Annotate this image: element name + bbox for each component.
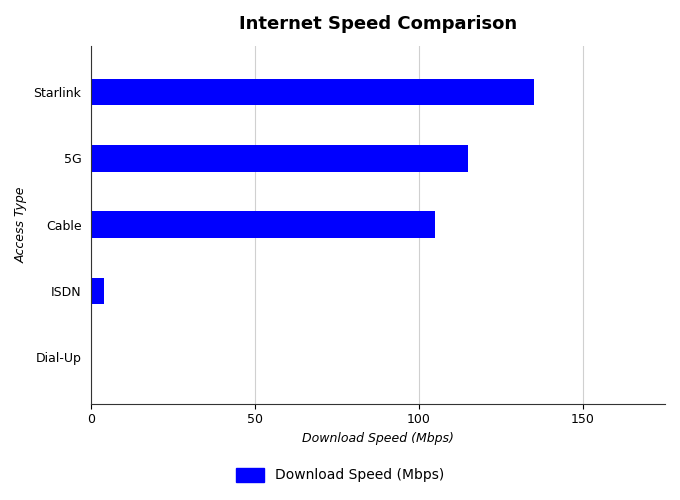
X-axis label: Download Speed (Mbps): Download Speed (Mbps) bbox=[302, 432, 454, 445]
Bar bbox=[91, 145, 469, 172]
Bar bbox=[91, 79, 534, 106]
Bar bbox=[91, 278, 104, 304]
Y-axis label: Access Type: Access Type bbox=[15, 186, 28, 263]
Title: Internet Speed Comparison: Internet Speed Comparison bbox=[239, 15, 517, 33]
Bar bbox=[91, 212, 435, 238]
Legend: Download Speed (Mbps): Download Speed (Mbps) bbox=[231, 462, 449, 488]
